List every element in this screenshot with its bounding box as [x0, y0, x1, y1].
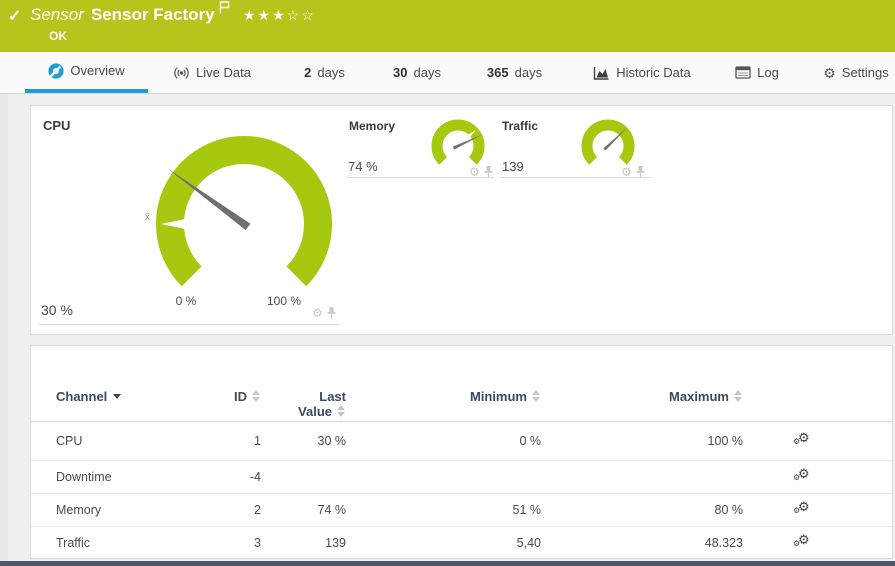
column-header-channel[interactable]: Channel	[56, 389, 206, 404]
gauge-title-traffic: Traffic	[502, 119, 539, 133]
gauge-value-traffic: 139	[502, 159, 524, 174]
table-row: Downtime -4 ⚙ ⚙	[31, 460, 892, 493]
tab-label: Live Data	[196, 65, 251, 80]
cell-channel: CPU	[56, 434, 83, 448]
tab-settings[interactable]: ⚙ Settings	[817, 52, 895, 93]
status-check-icon: ✓	[8, 8, 22, 25]
cell-id: 3	[254, 536, 261, 550]
cell-maximum: 80 %	[714, 503, 744, 517]
cell-channel: Downtime	[56, 470, 112, 484]
tab-30-days[interactable]: 30 days	[377, 52, 457, 93]
tab-label: days	[413, 65, 441, 80]
priority-stars[interactable]: ★★★☆☆	[243, 7, 316, 23]
cell-last-value: 139	[325, 536, 346, 550]
object-type-label: Sensor	[30, 5, 84, 24]
gear-icon: ⚙	[823, 64, 836, 81]
pin-icon[interactable]	[636, 166, 645, 178]
table-row: Memory 2 74 % 51 % 80 % ⚙ ⚙	[31, 493, 892, 526]
cell-last-value: 74 %	[317, 503, 347, 517]
sensor-header: ✓ Sensor Sensor Factory ★★★☆☆ OK	[0, 0, 895, 52]
cell-id: 1	[254, 434, 261, 448]
channel-settings-icon[interactable]: ⚙ ⚙	[793, 465, 810, 482]
column-header-last-value[interactable]: Last Value	[298, 389, 346, 419]
tab-live-data[interactable]: Live Data	[162, 52, 262, 93]
tab-label: Settings	[841, 65, 889, 80]
tab-label: Overview	[70, 63, 125, 78]
channels-table: Channel ID Last Value Minimum Maximum CP…	[30, 345, 893, 559]
gauge-value-cpu: 30 %	[41, 302, 73, 318]
chart-icon	[593, 66, 610, 80]
cell-id: 2	[254, 503, 261, 517]
sort-arrows-icon	[337, 405, 346, 417]
tab-overview[interactable]: Overview	[25, 52, 148, 93]
cell-minimum: 5,40	[516, 536, 541, 550]
gear-icon[interactable]: ⚙	[621, 165, 632, 179]
gauge-title-cpu: CPU	[43, 118, 71, 133]
tab-number: 365	[486, 65, 509, 80]
column-header-maximum[interactable]: Maximum	[541, 389, 743, 404]
cell-channel: Traffic	[56, 536, 91, 550]
table-row: Traffic 3 139 5,40 48.323 ⚙ ⚙	[31, 526, 892, 559]
sort-arrows-icon	[734, 390, 743, 402]
cell-id: -4	[249, 470, 261, 484]
gauge-max-label: 100 %	[266, 294, 302, 308]
tab-label: Log	[757, 65, 779, 80]
tab-log[interactable]: Log	[722, 52, 792, 93]
gear-icon[interactable]: ⚙	[469, 165, 480, 179]
page-title: Sensor Factory	[90, 5, 215, 24]
tab-365-days[interactable]: 365 days	[472, 52, 557, 93]
tab-historic-data[interactable]: Historic Data	[582, 52, 702, 93]
table-row: CPU 1 30 % 0 % 100 % ⚙ ⚙	[31, 422, 892, 460]
tab-2-days[interactable]: 2 days	[287, 52, 362, 93]
tab-label: Historic Data	[616, 65, 691, 80]
tab-bar: Overview Live Data 2 days 30 days 365 days Histo…	[0, 52, 895, 94]
column-header-id[interactable]: ID	[206, 389, 261, 404]
channel-settings-icon[interactable]: ⚙ ⚙	[793, 531, 810, 548]
sort-arrows-icon	[532, 390, 541, 402]
cell-minimum: 51 %	[512, 503, 542, 517]
cell-channel: Memory	[56, 503, 102, 517]
column-header-minimum[interactable]: Minimum	[346, 389, 541, 404]
gear-icon[interactable]: ⚙	[312, 306, 323, 320]
memory-gauge	[431, 119, 485, 165]
traffic-gauge	[581, 119, 635, 165]
sort-arrows-icon	[252, 390, 261, 402]
cell-minimum: 0 %	[519, 434, 541, 448]
tab-label: days	[317, 65, 345, 80]
cell-maximum: 100 %	[707, 434, 743, 448]
channel-settings-icon[interactable]: ⚙ ⚙	[793, 498, 810, 515]
bottom-bar	[0, 561, 895, 566]
pin-icon[interactable]	[327, 307, 336, 319]
table-header-row: Channel ID Last Value Minimum Maximum	[31, 346, 892, 422]
status-badge: OK	[49, 29, 67, 43]
cell-last-value: 30 %	[317, 434, 347, 448]
gauge-min-label: 0 %	[175, 294, 197, 308]
gauge-icon	[48, 62, 65, 79]
log-icon	[735, 66, 751, 79]
average-marker-label: x̄	[145, 212, 150, 223]
gauge-title-memory: Memory	[349, 119, 396, 133]
pin-icon[interactable]	[484, 166, 493, 178]
tab-number: 2	[304, 65, 312, 80]
tab-number: 30	[393, 65, 408, 80]
channel-settings-icon[interactable]: ⚙ ⚙	[793, 429, 810, 446]
live-icon	[173, 66, 190, 80]
cell-maximum: 48.323	[704, 536, 743, 550]
cpu-gauge	[156, 136, 332, 287]
sort-caret-icon	[113, 394, 122, 399]
priority-flag-icon[interactable]	[219, 0, 231, 18]
tab-label: days	[514, 65, 543, 80]
left-gutter	[0, 94, 8, 561]
gauge-value-memory: 74 %	[348, 159, 378, 174]
gauges-panel: CPU x̄ 0 % 100 % 30 % ⚙ Memory 74 % ⚙ Tr…	[30, 105, 893, 335]
